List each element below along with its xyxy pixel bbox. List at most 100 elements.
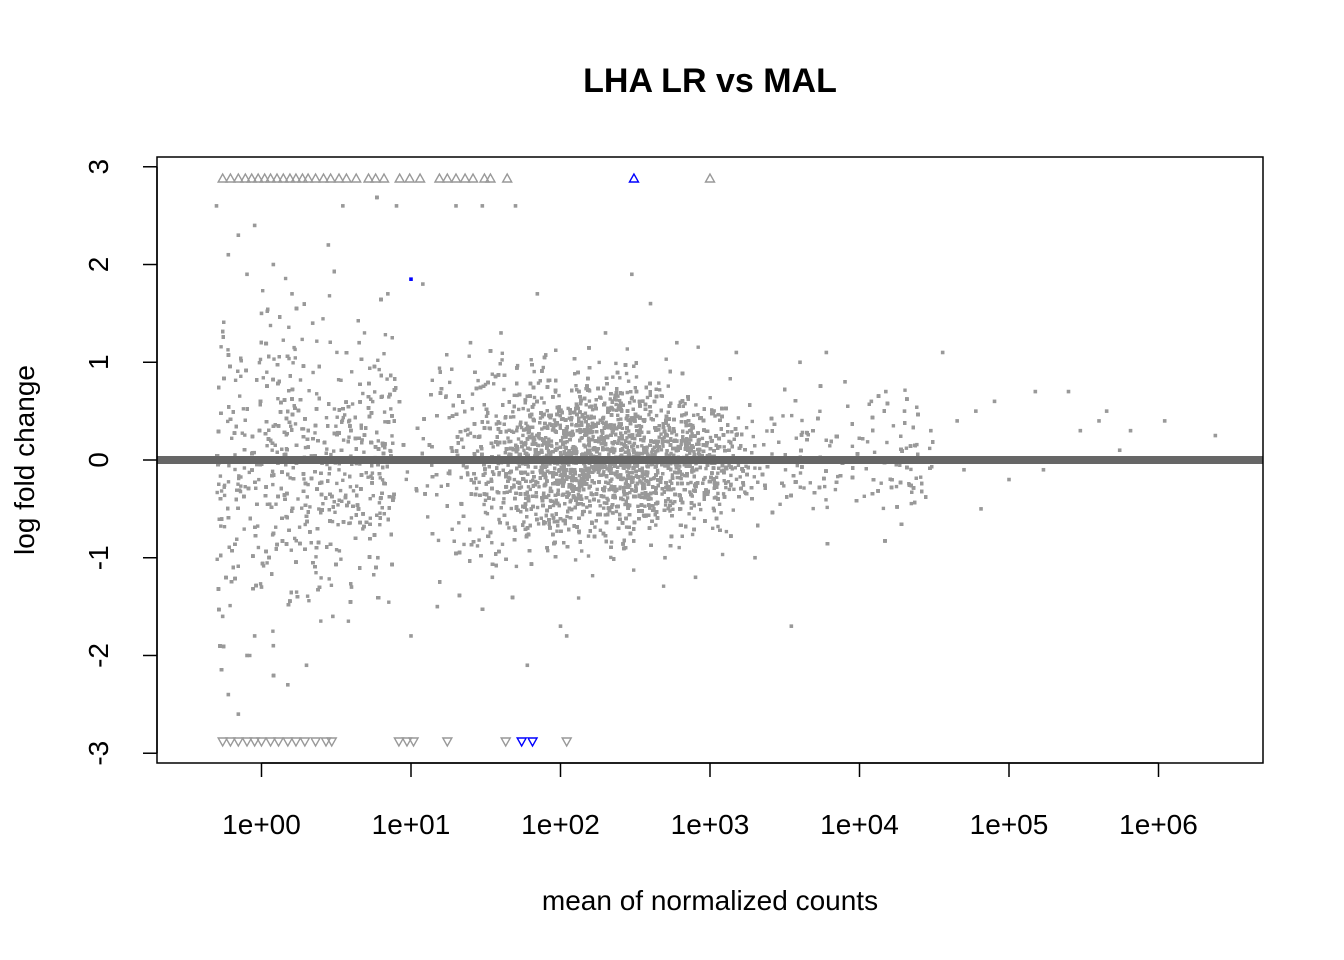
cloud-point bbox=[335, 415, 339, 419]
cloud-point bbox=[741, 483, 746, 487]
cloud-point bbox=[537, 485, 541, 489]
cloud-point bbox=[529, 479, 533, 484]
cloud-point bbox=[865, 440, 870, 444]
cloud-point bbox=[909, 467, 913, 472]
cloud-point bbox=[289, 548, 293, 552]
cloud-point bbox=[486, 420, 490, 424]
cloud-point bbox=[332, 407, 337, 411]
cloud-point bbox=[828, 444, 832, 448]
cloud-point bbox=[616, 417, 620, 422]
cloud-point bbox=[730, 430, 734, 434]
cloud-point bbox=[548, 422, 552, 426]
cloud-point bbox=[362, 331, 367, 335]
cloud-point bbox=[894, 484, 899, 489]
cloud-point bbox=[256, 545, 261, 550]
cloud-point bbox=[382, 410, 387, 414]
cloud-point bbox=[736, 416, 741, 420]
cloud-point bbox=[574, 447, 578, 451]
cloud-point bbox=[519, 485, 524, 489]
cloud-point bbox=[387, 395, 391, 399]
cloud-point bbox=[463, 428, 468, 433]
cloud-point bbox=[507, 526, 511, 530]
cloud-point bbox=[270, 469, 275, 473]
cloud-point bbox=[625, 436, 629, 440]
cloud-point bbox=[588, 499, 592, 503]
cloud-point bbox=[371, 494, 375, 498]
cloud-point bbox=[378, 476, 382, 480]
cloud-point bbox=[337, 549, 342, 553]
cloud-point bbox=[243, 485, 247, 489]
cloud-point bbox=[640, 491, 644, 496]
cloud-point bbox=[790, 413, 794, 418]
cloud-point bbox=[811, 506, 815, 511]
cloud-point bbox=[752, 475, 756, 479]
cloud-point bbox=[597, 452, 602, 456]
cloud-point bbox=[289, 424, 293, 428]
cloud-point bbox=[559, 417, 564, 421]
cloud-point bbox=[227, 464, 231, 468]
cloud-point bbox=[704, 466, 708, 471]
cloud-point bbox=[336, 503, 340, 507]
cloud-point bbox=[669, 451, 673, 456]
cloud-point bbox=[534, 494, 539, 499]
cloud-point bbox=[235, 488, 239, 492]
cloud-point bbox=[239, 475, 243, 479]
cloud-point bbox=[324, 416, 329, 420]
cloud-point bbox=[257, 477, 261, 482]
cloud-point bbox=[233, 453, 237, 457]
cloud-point bbox=[376, 439, 380, 443]
cloud-point bbox=[624, 525, 629, 529]
cloud-point bbox=[383, 420, 387, 424]
cloud-point bbox=[660, 492, 664, 496]
cloud-point bbox=[387, 600, 391, 604]
cloud-point bbox=[677, 545, 681, 550]
cloud-point bbox=[587, 416, 591, 421]
cloud-point bbox=[482, 502, 486, 507]
cloud-point bbox=[313, 431, 317, 435]
cloud-point bbox=[585, 505, 589, 509]
cloud-point bbox=[461, 464, 466, 468]
cloud-point bbox=[548, 471, 552, 475]
cloud-point bbox=[667, 428, 672, 432]
cloud-point bbox=[703, 475, 707, 480]
cloud-point bbox=[472, 434, 476, 439]
cloud-point bbox=[521, 406, 525, 411]
cloud-point bbox=[617, 439, 621, 443]
cloud-point bbox=[690, 432, 694, 436]
cloud-point bbox=[476, 378, 480, 383]
cloud-point bbox=[666, 488, 670, 492]
cloud-point bbox=[515, 425, 520, 429]
cloud-point bbox=[239, 374, 243, 378]
cloud-point bbox=[689, 506, 693, 510]
cloud-point bbox=[535, 505, 540, 510]
cloud-point bbox=[502, 387, 506, 392]
cloud-point bbox=[385, 377, 389, 381]
cloud-point bbox=[824, 498, 828, 502]
cloud-point bbox=[635, 429, 639, 433]
cloud-point bbox=[534, 479, 538, 484]
cloud-point bbox=[650, 450, 654, 454]
cloud-point bbox=[335, 481, 339, 486]
cloud-point bbox=[421, 437, 425, 441]
cloud-point bbox=[607, 423, 611, 427]
cloud-point bbox=[348, 485, 353, 489]
cloud-point bbox=[341, 438, 346, 442]
cloud-point bbox=[765, 429, 769, 433]
cloud-point bbox=[481, 526, 485, 531]
cloud-point bbox=[560, 435, 565, 440]
cloud-point bbox=[361, 391, 365, 396]
cloud-point bbox=[230, 436, 234, 440]
cloud-point bbox=[904, 446, 909, 450]
cloud-point bbox=[549, 439, 554, 443]
cloud-point bbox=[734, 477, 739, 481]
cloud-point bbox=[546, 549, 550, 553]
cloud-point bbox=[616, 394, 620, 398]
cloud-point bbox=[685, 453, 689, 458]
cloud-point bbox=[467, 354, 471, 358]
cloud-point bbox=[226, 419, 230, 424]
cloud-point bbox=[283, 276, 288, 281]
cloud-point bbox=[359, 426, 363, 430]
cloud-point bbox=[683, 402, 687, 406]
cloud-point bbox=[319, 619, 323, 623]
cloud-point bbox=[879, 481, 883, 485]
